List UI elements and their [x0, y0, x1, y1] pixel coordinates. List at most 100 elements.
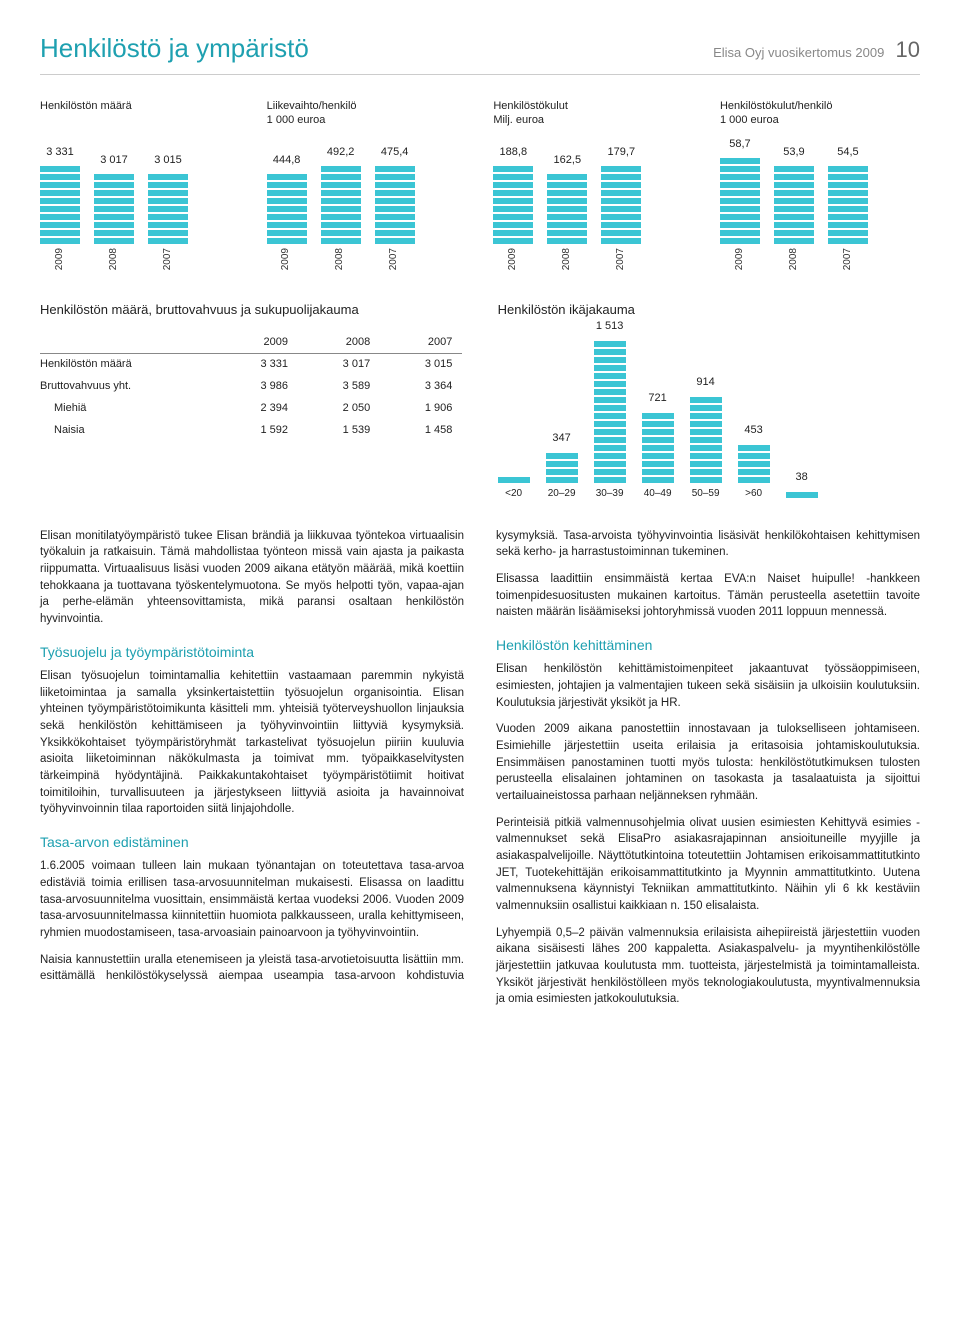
para: 1.6.2005 voimaan tulleen lain mukaan työ…: [40, 858, 464, 941]
age-bar: [498, 475, 530, 483]
table-cell: Bruttovahvuus yht.: [40, 376, 216, 398]
table-cell: 3 589: [298, 376, 380, 398]
chart-block: HenkilöstökulutMilj. euroa 188,8 2009 162,5…: [493, 99, 693, 271]
bar: [94, 172, 134, 244]
bar-year: 2007: [161, 248, 176, 270]
mid-row: Henkilöstön määrä, bruttovahvuus ja suku…: [40, 301, 920, 502]
age-bar-value: 453: [744, 423, 762, 439]
age-bar-label: 40–49: [644, 487, 672, 502]
table-row: Miehiä2 3942 0501 906: [40, 398, 462, 420]
bar-value: 58,7: [729, 137, 750, 153]
bar-year: 2007: [614, 248, 629, 270]
header-right: Elisa Oyj vuosikertomus 2009 10: [713, 34, 920, 66]
bar: [148, 172, 188, 244]
age-bar-wrap: <20: [498, 471, 530, 502]
chart-title: Liikevaihto/henkilö1 000 euroa: [267, 99, 467, 127]
age-bar: [546, 451, 578, 483]
age-bar-label: >60: [745, 487, 762, 502]
bar: [321, 164, 361, 244]
bar: [828, 164, 868, 244]
bar-year: 2009: [53, 248, 68, 270]
bar-value: 3 017: [100, 153, 128, 169]
subtitle: Elisa Oyj vuosikertomus 2009: [713, 45, 884, 60]
table-cell: 3 364: [380, 376, 462, 398]
bar-value: 3 331: [46, 145, 74, 161]
age-bar: [738, 443, 770, 483]
bar-year: 2008: [107, 248, 122, 270]
table-header: 2009: [216, 332, 298, 354]
bar-year: 2007: [841, 248, 856, 270]
table-title: Henkilöstön määrä, bruttovahvuus ja suku…: [40, 301, 462, 320]
bar-year: 2008: [333, 248, 348, 270]
age-bar-value: 347: [552, 431, 570, 447]
bar: [375, 164, 415, 244]
chart-bars: 58,7200953,9200854,52007: [720, 141, 920, 271]
table-cell: 2 394: [216, 398, 298, 420]
bar-wrap: 188,8 2009: [493, 145, 533, 271]
table-cell: 1 539: [298, 420, 380, 442]
chart-title: Henkilöstökulut/henkilö1 000 euroa: [720, 99, 920, 127]
bar: [40, 164, 80, 244]
bar: [601, 164, 641, 244]
para: Elisan henkilöstön kehittämistoimenpitee…: [496, 661, 920, 711]
age-bar-wrap: 72140–49: [642, 391, 674, 501]
bar: [547, 172, 587, 244]
table-row: Naisia1 5921 5391 458: [40, 420, 462, 442]
bar: [774, 164, 814, 244]
age-bar-wrap: 1 513 30–39: [594, 319, 626, 501]
bar-value: 179,7: [608, 145, 636, 161]
table-cell: 1 592: [216, 420, 298, 442]
table-cell: Naisia: [40, 420, 216, 442]
bar-year: 2009: [279, 248, 294, 270]
bar-value: 188,8: [500, 145, 528, 161]
age-bar: [594, 339, 626, 483]
table-row: Henkilöstön määrä3 3313 0173 015: [40, 354, 462, 376]
bar: [720, 156, 760, 244]
chart-block: Liikevaihto/henkilö1 000 euroa444,820094…: [267, 99, 467, 271]
table-cell: Miehiä: [40, 398, 216, 420]
table-cell: 3 331: [216, 354, 298, 376]
table-cell: 3 986: [216, 376, 298, 398]
table-header: [40, 332, 216, 354]
bar-year: 2009: [506, 248, 521, 270]
bar-value: 53,9: [783, 145, 804, 161]
table-cell: 2 050: [298, 398, 380, 420]
para: Elisan työsuojelun toimintamallia kehite…: [40, 668, 464, 818]
bar: [267, 172, 307, 244]
bar-wrap: 492,22008: [321, 145, 361, 271]
para: Elisassa laadittiin ensimmäistä kertaa E…: [496, 571, 920, 621]
bar-year: 2008: [787, 248, 802, 270]
age-bar-label: 30–39: [596, 487, 624, 502]
table-header: 2007: [380, 332, 462, 354]
bar-wrap: 53,9 2008: [774, 145, 814, 271]
age-bar-wrap: 347 20–29: [546, 431, 578, 501]
bar-wrap: 54,52007: [828, 145, 868, 271]
bar-wrap: 179,7 2007: [601, 145, 641, 271]
chart-bars: 3 331 2009 3 017 2008 3 0152007: [40, 141, 240, 271]
chart-block: Henkilöstön määrä 3 331 2009 3 017 2008 3 015…: [40, 99, 240, 271]
bar-year: 2007: [387, 248, 402, 270]
bar-wrap: 162,5 2008: [547, 153, 587, 271]
age-bar-wrap: 38: [786, 470, 818, 502]
age-bar: [642, 411, 674, 483]
chart-title: Henkilöstön määrä: [40, 99, 240, 127]
data-table: 200920082007 Henkilöstön määrä3 3313 017…: [40, 332, 462, 443]
heading: Tasa-arvon edistäminen: [40, 832, 464, 852]
bar: [493, 164, 533, 244]
age-bar-value: 1 513: [596, 319, 624, 335]
para: Perinteisiä pitkiä valmennusohjelmia oli…: [496, 815, 920, 915]
bar-value: 162,5: [554, 153, 582, 169]
body-text: Elisan monitilatyöympäristö tukee Elisan…: [40, 528, 920, 1008]
age-bar-label: <20: [505, 487, 522, 502]
bar-wrap: 3 331 2009: [40, 145, 80, 271]
bar-value: 475,4: [381, 145, 409, 161]
table-row: Bruttovahvuus yht.3 9863 5893 364: [40, 376, 462, 398]
bar-wrap: 3 0152007: [148, 153, 188, 271]
age-block: Henkilöstön ikäjakauma <2034720–291 5133…: [498, 301, 920, 502]
bar-wrap: 3 017 2008: [94, 153, 134, 271]
heading: Henkilöstön kehittäminen: [496, 635, 920, 655]
age-bar-label: 20–29: [548, 487, 576, 502]
chart-title: HenkilöstökulutMilj. euroa: [493, 99, 693, 127]
age-bar: [690, 395, 722, 483]
bar-year: 2008: [560, 248, 575, 270]
